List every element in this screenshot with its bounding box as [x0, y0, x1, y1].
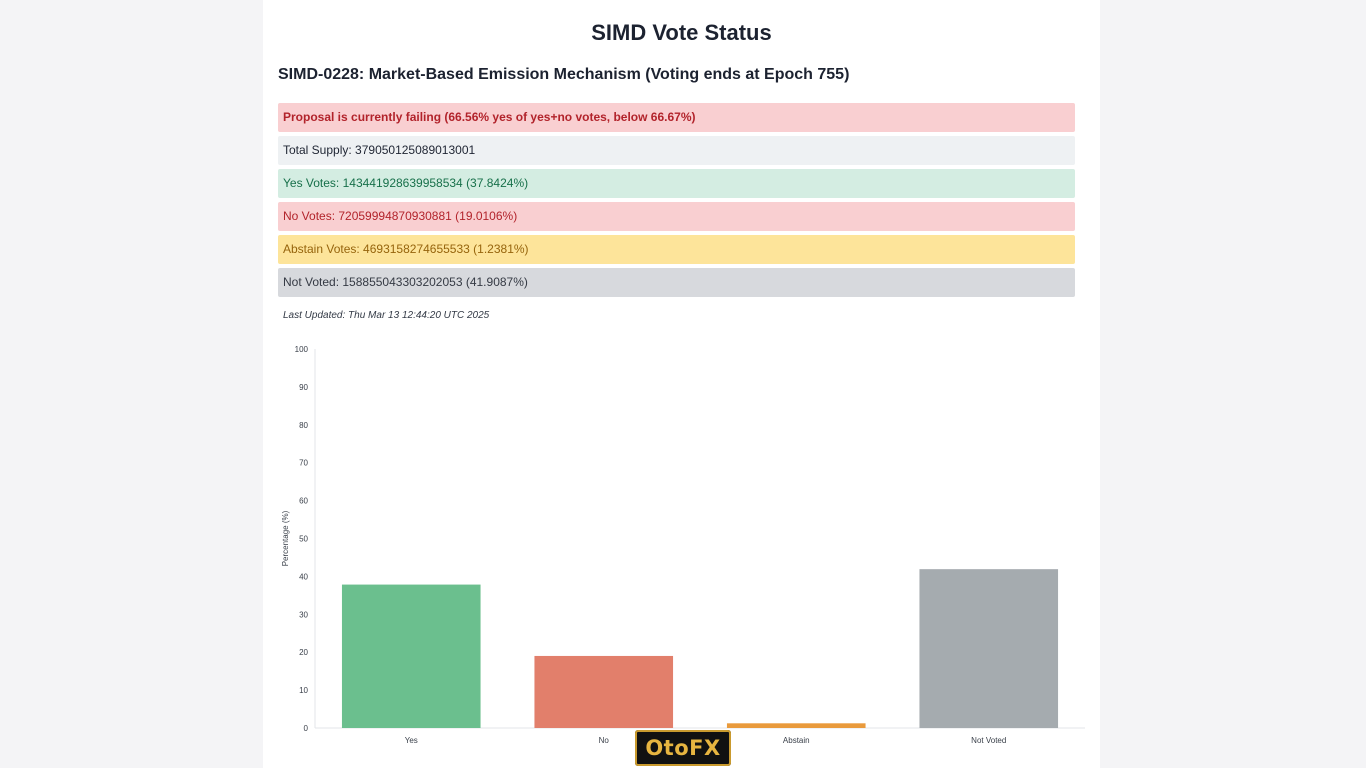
bar-abstain	[726, 723, 866, 728]
y-tick-label: 100	[295, 345, 309, 354]
otofx-logo: OtoFX	[635, 730, 731, 766]
x-tick-label: Not Voted	[971, 736, 1006, 745]
y-tick-label: 70	[299, 459, 308, 468]
x-tick-label: No	[599, 736, 610, 745]
vote-status-page: SIMD Vote Status SIMD-0228: Market-Based…	[263, 0, 1100, 768]
x-tick-label: Abstain	[783, 736, 810, 745]
status-not-voted: Not Voted: 158855043303202053 (41.9087%)	[278, 268, 1075, 297]
vote-percentage-bar-chart: 0 10 20 30 40 50 60 70 80 90 100 Percentage (%) Yes N…	[281, 345, 1085, 745]
status-failing-banner: Proposal is currently failing (66.56% ye…	[278, 103, 1075, 132]
y-tick-label: 20	[299, 648, 308, 657]
y-tick-label: 80	[299, 421, 308, 430]
status-abstain-votes: Abstain Votes: 4693158274655533 (1.2381%…	[278, 235, 1075, 264]
y-tick-label: 10	[299, 686, 308, 695]
bar-not-voted	[919, 569, 1059, 728]
y-tick-label: 40	[299, 572, 308, 581]
bar-no	[534, 655, 674, 728]
proposal-subtitle: SIMD-0228: Market-Based Emission Mechani…	[278, 66, 850, 83]
otofx-logo-text: OtoFX	[645, 736, 721, 760]
y-tick-label: 50	[299, 535, 308, 544]
last-updated-text: Last Updated: Thu Mar 13 12:44:20 UTC 20…	[283, 310, 490, 321]
y-axis-title: Percentage (%)	[281, 510, 290, 566]
page-title: SIMD Vote Status	[591, 20, 772, 45]
y-tick-label: 30	[299, 610, 308, 619]
bar-yes	[341, 584, 481, 728]
status-no-votes: No Votes: 72059994870930881 (19.0106%)	[278, 202, 1075, 231]
y-tick-label: 60	[299, 497, 308, 506]
status-yes-votes: Yes Votes: 143441928639958534 (37.8424%)	[278, 169, 1075, 198]
y-tick-label: 0	[304, 724, 309, 733]
status-total-supply: Total Supply: 379050125089013001	[278, 136, 1075, 165]
x-tick-label: Yes	[405, 736, 418, 745]
y-tick-label: 90	[299, 383, 308, 392]
